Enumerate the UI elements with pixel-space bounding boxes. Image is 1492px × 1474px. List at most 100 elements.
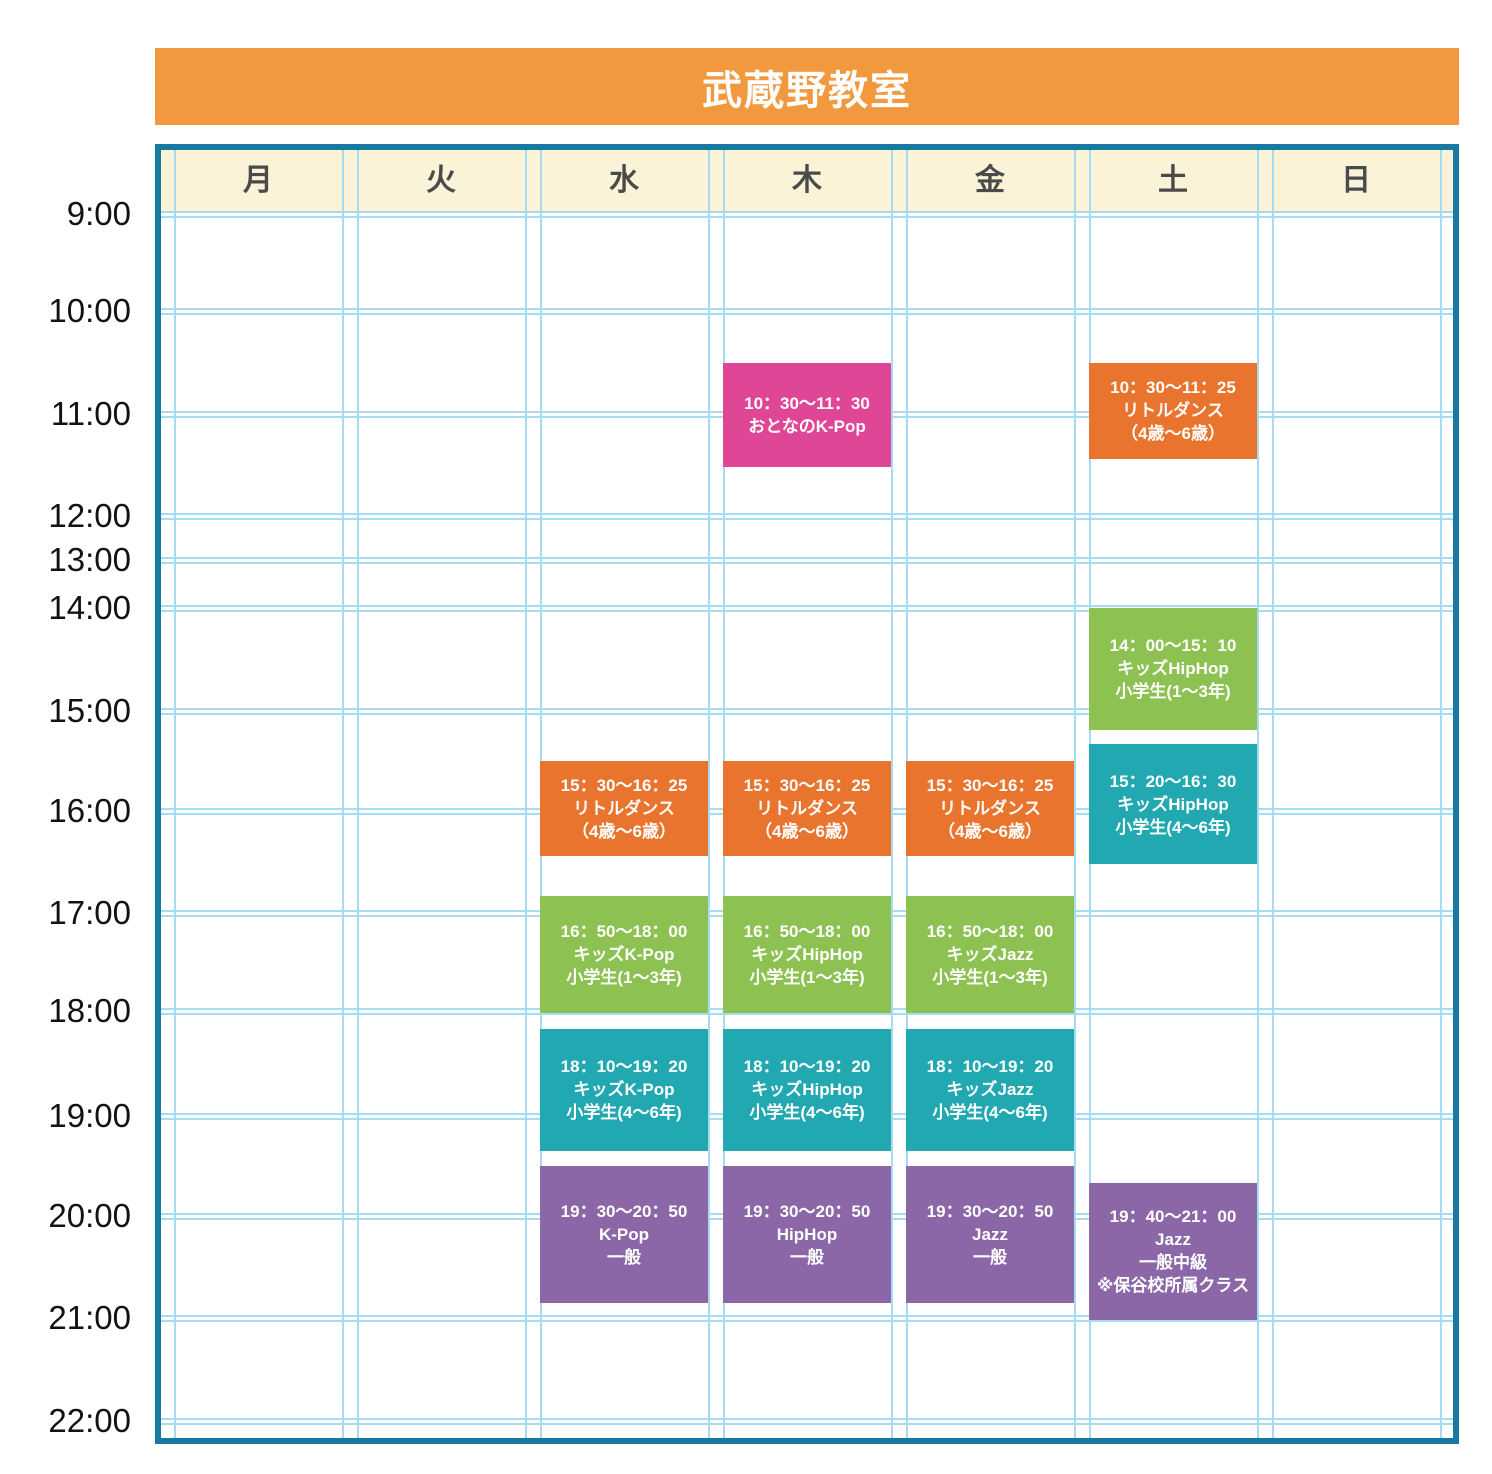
event-line: 一般 bbox=[607, 1248, 641, 1267]
event-line: キッズK-Pop bbox=[573, 945, 675, 964]
column-gridline bbox=[708, 150, 710, 1438]
hour-gridline bbox=[161, 557, 1453, 564]
event-line: 19：40～21：00 bbox=[1109, 1207, 1237, 1227]
event-line: リトルダンス bbox=[756, 798, 858, 818]
time-label: 17:00 bbox=[48, 894, 131, 931]
event-line: リトルダンス bbox=[573, 798, 675, 818]
event-line: （4歳～6歳） bbox=[1121, 424, 1225, 443]
event-block[interactable]: 16：50～18：00 キッズHipHop 小学生(1～3年) bbox=[723, 896, 891, 1013]
event-line: 14：00～15：10 bbox=[1109, 636, 1237, 656]
event-block[interactable]: 18：10～19：20 キッズHipHop 小学生(4～6年) bbox=[723, 1028, 891, 1152]
column-gridline bbox=[1257, 150, 1259, 1438]
event-line: リトルダンス bbox=[1122, 401, 1224, 420]
time-label: 22:00 bbox=[48, 1402, 131, 1439]
event-line: 15：30～16：25 bbox=[560, 775, 688, 795]
event-block[interactable]: 19：30～20：50 Jazz 一般 bbox=[906, 1166, 1074, 1303]
hour-gridline bbox=[161, 605, 1453, 612]
event-line: 一般中級 bbox=[1139, 1253, 1207, 1273]
event-line: 19：30～20：50 bbox=[560, 1202, 688, 1221]
hour-gridline bbox=[161, 708, 1453, 715]
column-gridline bbox=[342, 150, 344, 1438]
event-line: 16：50～18：00 bbox=[926, 922, 1054, 941]
column-gridline bbox=[1440, 150, 1442, 1438]
column-gridline bbox=[174, 150, 176, 1438]
event-line: 小学生(1～3年) bbox=[932, 968, 1048, 987]
hour-gridline bbox=[161, 211, 1453, 218]
event-line: 小学生(4～6年) bbox=[932, 1103, 1048, 1123]
time-label: 13:00 bbox=[48, 541, 131, 578]
event-line: 16：50～18：00 bbox=[560, 922, 688, 941]
event-line: キッズHipHop bbox=[1117, 794, 1229, 814]
event-block[interactable]: 15：20～16：30 キッズHipHop 小学生(4～6年) bbox=[1089, 744, 1257, 864]
event-line: 18：10～19：20 bbox=[926, 1057, 1054, 1077]
day-header-cell: 木 bbox=[792, 164, 822, 197]
event-line: 15：30～16：25 bbox=[743, 775, 871, 795]
event-line: 一般 bbox=[973, 1248, 1007, 1267]
event-block[interactable]: 16：50～18：00 キッズJazz 小学生(1～3年) bbox=[906, 896, 1074, 1013]
event-block[interactable]: 16：50～18：00 キッズK-Pop 小学生(1～3年) bbox=[540, 896, 708, 1013]
time-label: 9:00 bbox=[66, 195, 131, 232]
event-block[interactable]: 15：30～16：25 リトルダンス （4歳～6歳） bbox=[540, 761, 708, 856]
hour-gridline bbox=[161, 1418, 1453, 1425]
event-line: 10：30～11：25 bbox=[1110, 378, 1236, 397]
day-header-cell: 火 bbox=[426, 164, 456, 197]
day-header-cell: 日 bbox=[1341, 164, 1371, 197]
event-line: HipHop bbox=[776, 1225, 838, 1244]
event-line: 小学生(4～6年) bbox=[749, 1103, 865, 1123]
column-gridline bbox=[1074, 150, 1076, 1438]
event-block[interactable]: 14：00～15：10 キッズHipHop 小学生(1～3年) bbox=[1089, 608, 1257, 730]
time-label: 18:00 bbox=[48, 992, 131, 1029]
event-line: 19：30～20：50 bbox=[926, 1202, 1054, 1221]
event-line: （4歳～6歳） bbox=[755, 821, 859, 841]
event-line: （4歳～6歳） bbox=[572, 821, 676, 841]
event-line: キッズHipHop bbox=[751, 945, 863, 964]
event-block[interactable]: 19：40～21：00 Jazz 一般中級 ※保谷校所属クラス bbox=[1089, 1182, 1257, 1320]
event-block[interactable]: 15：30～16：25 リトルダンス （4歳～6歳） bbox=[906, 761, 1074, 856]
event-line: 小学生(1～3年) bbox=[749, 968, 865, 987]
time-label: 15:00 bbox=[48, 692, 131, 729]
column-gridline bbox=[525, 150, 527, 1438]
event-line: Jazz bbox=[1155, 1230, 1191, 1250]
event-line: キッズHipHop bbox=[1117, 659, 1229, 679]
hour-gridline bbox=[161, 308, 1453, 315]
event-line: 10：30～11：30 bbox=[744, 393, 870, 413]
day-header-cell: 月 bbox=[243, 164, 273, 197]
event-block[interactable]: 19：30～20：50 HipHop 一般 bbox=[723, 1166, 891, 1303]
event-line: ※保谷校所属クラス bbox=[1096, 1276, 1250, 1296]
event-line: 小学生(4～6年) bbox=[1115, 817, 1231, 837]
day-header-row bbox=[161, 150, 1453, 211]
time-label: 20:00 bbox=[48, 1197, 131, 1234]
event-block[interactable]: 19：30～20：50 K-Pop 一般 bbox=[540, 1166, 708, 1303]
event-line: 18：10～19：20 bbox=[743, 1057, 871, 1077]
event-line: Jazz bbox=[972, 1225, 1008, 1244]
event-line: キッズHipHop bbox=[751, 1080, 863, 1100]
event-line: リトルダンス bbox=[939, 798, 1041, 818]
event-line: 15：20～16：30 bbox=[1109, 771, 1237, 791]
event-block[interactable]: 10：30～11：30 おとなのK-Pop bbox=[723, 362, 891, 467]
event-line: 15：30～16：25 bbox=[926, 775, 1054, 795]
event-line: 一般 bbox=[790, 1248, 824, 1267]
column-gridline bbox=[891, 150, 893, 1438]
event-line: K-Pop bbox=[598, 1225, 650, 1244]
event-line: 小学生(1～3年) bbox=[1115, 682, 1231, 702]
time-label: 10:00 bbox=[48, 292, 131, 329]
event-line: おとなのK-Pop bbox=[748, 416, 866, 436]
event-line: 18：10～19：20 bbox=[560, 1057, 688, 1077]
event-line: 小学生(1～3年) bbox=[566, 968, 682, 987]
event-block[interactable]: 10：30～11：25 リトルダンス （4歳～6歳） bbox=[1089, 362, 1257, 459]
event-block[interactable]: 18：10～19：20 キッズK-Pop 小学生(4～6年) bbox=[540, 1028, 708, 1152]
event-block[interactable]: 15：30～16：25 リトルダンス （4歳～6歳） bbox=[723, 761, 891, 856]
day-header-cell: 金 bbox=[975, 164, 1005, 197]
event-line: 16：50～18：00 bbox=[743, 922, 871, 941]
event-block[interactable]: 18：10～19：20 キッズJazz 小学生(4～6年) bbox=[906, 1028, 1074, 1152]
event-line: 小学生(4～6年) bbox=[566, 1103, 682, 1123]
hour-gridline bbox=[161, 1315, 1453, 1322]
day-header-cell: 土 bbox=[1158, 164, 1188, 197]
column-gridline bbox=[357, 150, 359, 1438]
event-line: （4歳～6歳） bbox=[938, 821, 1042, 841]
time-label: 14:00 bbox=[48, 589, 131, 626]
page-title: 武蔵野教室 bbox=[702, 68, 912, 113]
time-label: 11:00 bbox=[50, 395, 131, 432]
